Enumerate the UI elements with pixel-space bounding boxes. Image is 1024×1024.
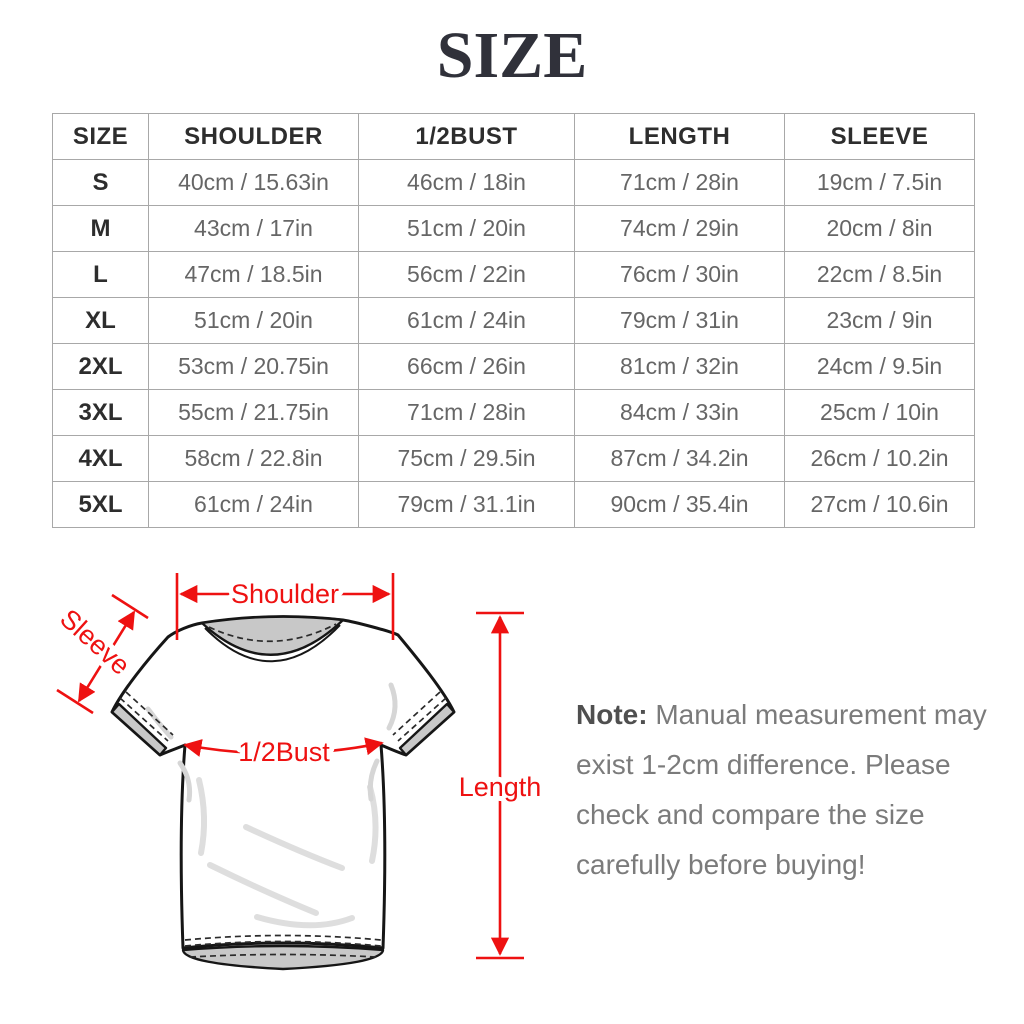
page-title: SIZE [436, 19, 588, 92]
size-cell: L [52, 251, 149, 298]
column-header-bust: 1/2BUST [358, 113, 575, 160]
measurement-cell: 53cm / 20.75in [148, 343, 359, 390]
size-cell: 2XL [52, 343, 149, 390]
size-cell: 3XL [52, 389, 149, 436]
table-row: 4XL 58cm / 22.8in 75cm / 29.5in 87cm / 3… [52, 435, 975, 482]
measurement-cell: 40cm / 15.63in [148, 159, 359, 206]
note-label: Note: [576, 699, 648, 730]
measurement-cell: 25cm / 10in [784, 389, 975, 436]
measurement-cell: 51cm / 20in [358, 205, 575, 252]
size-cell: M [52, 205, 149, 252]
measurement-cell: 46cm / 18in [358, 159, 575, 206]
measurement-cell: 71cm / 28in [358, 389, 575, 436]
table-header-row: SIZE SHOULDER 1/2BUST LENGTH SLEEVE [52, 113, 975, 160]
bust-label: 1/2Bust [238, 737, 330, 767]
measurement-cell: 51cm / 20in [148, 297, 359, 344]
note-line: Note: Manual measurement may [576, 699, 987, 730]
measurement-cell: 23cm / 9in [784, 297, 975, 344]
measurement-cell: 71cm / 28in [574, 159, 785, 206]
measurement-cell: 22cm / 8.5in [784, 251, 975, 298]
column-header-length: LENGTH [574, 113, 785, 160]
size-cell: 4XL [52, 435, 149, 482]
measurement-cell: 81cm / 32in [574, 343, 785, 390]
column-header-sleeve: SLEEVE [784, 113, 975, 160]
size-cell: 5XL [52, 481, 149, 528]
column-header-size: SIZE [52, 113, 149, 160]
tshirt-illustration [110, 615, 456, 971]
measurement-cell: 27cm / 10.6in [784, 481, 975, 528]
note-line: check and compare the size [576, 799, 925, 830]
measurement-cell: 26cm / 10.2in [784, 435, 975, 482]
measurement-note: Note: Manual measurement may exist 1-2cm… [576, 690, 996, 890]
size-table: SIZE SHOULDER 1/2BUST LENGTH SLEEVE S 40… [52, 113, 975, 528]
measurement-cell: 76cm / 30in [574, 251, 785, 298]
measurement-cell: 84cm / 33in [574, 389, 785, 436]
shoulder-label: Shoulder [231, 579, 339, 609]
measurement-cell: 56cm / 22in [358, 251, 575, 298]
measurement-cell: 61cm / 24in [358, 297, 575, 344]
measurement-cell: 66cm / 26in [358, 343, 575, 390]
size-cell: XL [52, 297, 149, 344]
measurement-cell: 43cm / 17in [148, 205, 359, 252]
measurement-cell: 55cm / 21.75in [148, 389, 359, 436]
measurement-cell: 75cm / 29.5in [358, 435, 575, 482]
measurement-cell: 24cm / 9.5in [784, 343, 975, 390]
measurement-cell: 61cm / 24in [148, 481, 359, 528]
length-label: Length [459, 772, 542, 802]
collar [200, 615, 345, 656]
measurement-cell: 87cm / 34.2in [574, 435, 785, 482]
note-line: carefully before buying! [576, 849, 866, 880]
column-header-shoulder: SHOULDER [148, 113, 359, 160]
table-row: 5XL 61cm / 24in 79cm / 31.1in 90cm / 35.… [52, 481, 975, 528]
table-row: 2XL 53cm / 20.75in 66cm / 26in 81cm / 32… [52, 343, 975, 390]
measurement-cell: 19cm / 7.5in [784, 159, 975, 206]
table-row: XL 51cm / 20in 61cm / 24in 79cm / 31in 2… [52, 297, 975, 344]
measurement-cell: 79cm / 31.1in [358, 481, 575, 528]
measurement-cell: 90cm / 35.4in [574, 481, 785, 528]
left-cuff [110, 702, 168, 757]
bottom-hem [181, 944, 385, 971]
right-cuff [398, 702, 456, 757]
measurement-cell: 79cm / 31in [574, 297, 785, 344]
measurement-cell: 74cm / 29in [574, 205, 785, 252]
table-row: M 43cm / 17in 51cm / 20in 74cm / 29in 20… [52, 205, 975, 252]
note-line: exist 1-2cm difference. Please [576, 749, 951, 780]
table-row: 3XL 55cm / 21.75in 71cm / 28in 84cm / 33… [52, 389, 975, 436]
measurement-cell: 58cm / 22.8in [148, 435, 359, 482]
bust-dimension: 1/2Bust [183, 732, 384, 772]
shoulder-dimension: Shoulder [175, 573, 395, 640]
sleeve-label: Sleeve [54, 603, 135, 681]
length-dimension: Length [454, 611, 546, 960]
measurement-cell: 20cm / 8in [784, 205, 975, 252]
measurement-cell: 47cm / 18.5in [148, 251, 359, 298]
table-row: S 40cm / 15.63in 46cm / 18in 71cm / 28in… [52, 159, 975, 206]
table-row: L 47cm / 18.5in 56cm / 22in 76cm / 30in … [52, 251, 975, 298]
size-cell: S [52, 159, 149, 206]
tshirt-measurement-diagram: Shoulder Sleeve 1/2Bust Length [50, 573, 546, 971]
